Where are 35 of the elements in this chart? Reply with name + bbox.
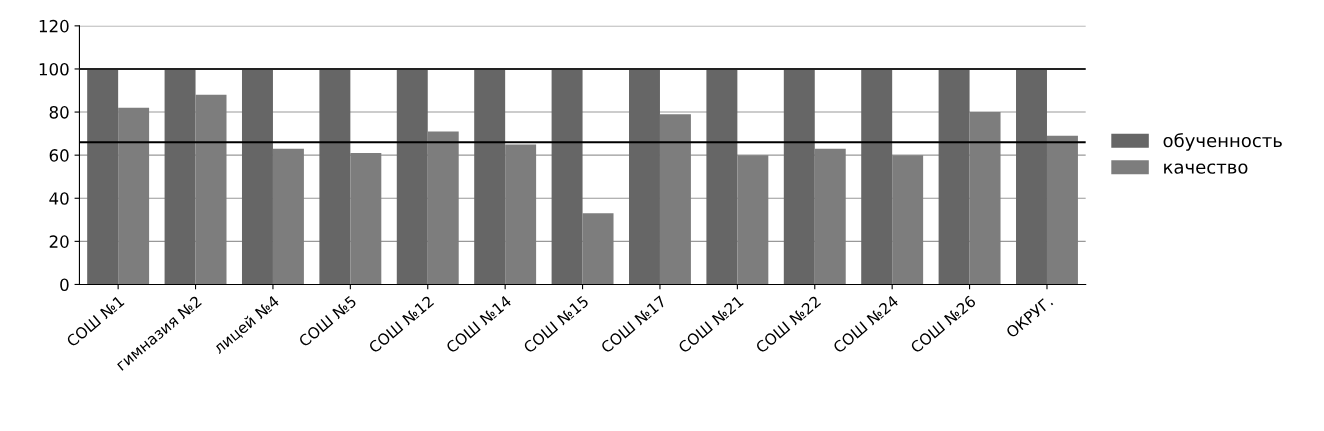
bar xyxy=(195,94,227,285)
bar xyxy=(969,112,1001,285)
y-tick-label: 0 xyxy=(60,278,69,292)
y-tick-label: 100 xyxy=(39,62,69,76)
legend-label: обученность xyxy=(1163,133,1282,151)
bar xyxy=(427,131,459,285)
bar xyxy=(350,153,382,285)
bar xyxy=(319,68,351,285)
bar xyxy=(396,68,428,285)
bar xyxy=(582,213,614,285)
bar xyxy=(87,68,119,285)
bar xyxy=(551,68,583,285)
bar xyxy=(938,68,970,285)
bar xyxy=(505,144,537,285)
bar xyxy=(706,68,738,285)
bar xyxy=(272,148,304,285)
bar xyxy=(814,148,846,285)
bar xyxy=(1046,135,1078,285)
legend-label: качество xyxy=(1164,163,1248,174)
bar xyxy=(783,68,815,285)
y-tick-label: 20 xyxy=(49,235,69,248)
bar xyxy=(861,68,893,285)
y-tick-label: 120 xyxy=(39,19,69,33)
y-tick-label: 60 xyxy=(49,149,69,162)
bar xyxy=(474,68,506,285)
bar xyxy=(892,155,924,285)
bar xyxy=(164,68,196,285)
bar xyxy=(659,114,691,285)
y-tick-label: 80 xyxy=(49,106,69,119)
bar xyxy=(737,155,769,285)
y-tick-label: 40 xyxy=(49,192,69,205)
bar xyxy=(629,68,660,285)
bar xyxy=(1016,68,1047,285)
bar xyxy=(118,107,150,285)
bar xyxy=(241,68,273,285)
